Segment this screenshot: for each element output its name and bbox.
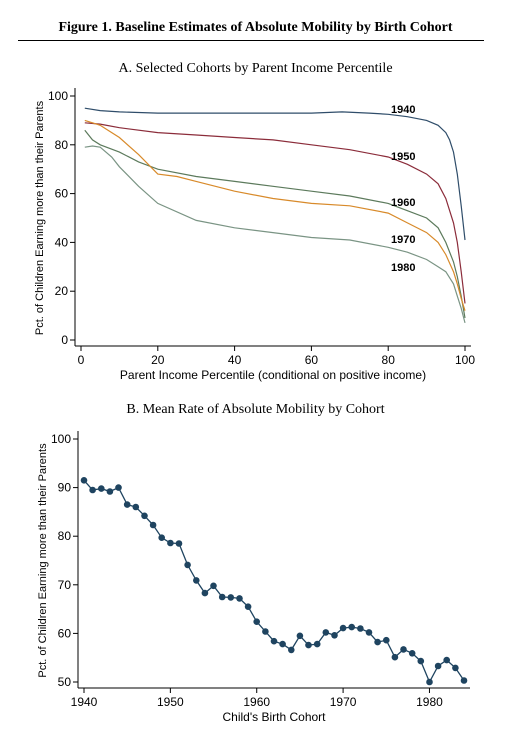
mobility-point xyxy=(443,656,451,664)
mobility-point xyxy=(313,640,321,648)
mobility-point xyxy=(80,477,88,484)
mobility-point xyxy=(175,540,183,547)
panel-a-x-axis-label: Parent Income Percentile (conditional on… xyxy=(120,368,426,382)
mobility-point xyxy=(132,503,140,511)
mobility-point xyxy=(98,485,105,492)
panel-b-x-tick-label: 1960 xyxy=(243,695,270,709)
mobility-point xyxy=(167,539,174,547)
mobility-point xyxy=(89,486,96,494)
mobility-point xyxy=(357,625,364,632)
mobility-point xyxy=(339,624,347,632)
series-line-1960 xyxy=(84,129,466,319)
mobility-point xyxy=(244,603,252,610)
series-line-1970 xyxy=(84,119,466,311)
panel-a-x-tick-label: 60 xyxy=(305,353,319,367)
series-label-1940: 1940 xyxy=(391,104,415,116)
mobility-point xyxy=(460,677,468,684)
mobility-point xyxy=(184,561,191,569)
mobility-point xyxy=(452,664,459,672)
panel-a-y-tick-label: 100 xyxy=(48,89,68,103)
panel-b-x-tick-label: 1950 xyxy=(157,695,184,709)
panel-b-y-tick-label: 80 xyxy=(58,529,72,543)
mobility-point xyxy=(149,521,157,529)
mobility-point xyxy=(262,628,269,635)
mobility-point xyxy=(141,512,148,520)
panel-b-title: B. Mean Rate of Absolute Mobility by Coh… xyxy=(126,402,385,417)
mobility-point xyxy=(193,577,200,584)
series-label-1970: 1970 xyxy=(391,234,415,246)
panel-b-y-axis-label: Pct. of Children Earning more than their… xyxy=(37,443,49,678)
panel-b-x-tick-label: 1940 xyxy=(71,695,98,709)
mobility-point xyxy=(227,594,235,601)
mobility-point xyxy=(365,629,373,636)
mobility-point xyxy=(434,662,442,670)
mobility-point xyxy=(210,582,217,590)
panel-b-x-tick-label: 1970 xyxy=(330,695,357,709)
mobility-point xyxy=(288,646,295,654)
mobility-line xyxy=(83,479,465,684)
mobility-point xyxy=(426,678,433,686)
panel-b-y-tick-label: 90 xyxy=(58,481,72,495)
panel-a-y-axis-label: Pct. of Children Earning more than their… xyxy=(34,100,46,335)
series-label-1980: 1980 xyxy=(391,262,415,274)
series-line-1940 xyxy=(84,107,466,241)
mobility-point xyxy=(158,534,165,541)
panel-a-x-tick-label: 20 xyxy=(151,353,165,367)
mobility-point xyxy=(236,595,243,602)
series-label-1960: 1960 xyxy=(391,197,415,209)
series-line-1980 xyxy=(84,145,466,324)
panel-a-title: A. Selected Cohorts by Parent Income Per… xyxy=(118,61,393,76)
panel-a-y-tick-label: 20 xyxy=(55,284,69,298)
mobility-point xyxy=(383,636,390,644)
panel-a-y-tick-label: 40 xyxy=(55,235,69,249)
mobility-point xyxy=(279,640,286,648)
panel-a-y-tick-label: 60 xyxy=(55,187,69,201)
panel-a-x-tick-label: 40 xyxy=(228,353,242,367)
mobility-point xyxy=(417,657,425,665)
mobility-point xyxy=(123,501,131,508)
panel-b-y-tick-label: 70 xyxy=(58,578,72,592)
mobility-point xyxy=(115,484,122,491)
panel-b-y-tick-label: 100 xyxy=(51,432,71,446)
panel-a-y-tick-label: 80 xyxy=(55,138,69,152)
series-label-1950: 1950 xyxy=(391,151,415,163)
panel-b-x-tick-label: 1980 xyxy=(416,695,443,709)
panel-a-x-tick-label: 80 xyxy=(382,353,396,367)
mobility-point xyxy=(400,646,407,653)
series-line-1950 xyxy=(84,122,466,304)
mobility-point xyxy=(391,653,399,661)
mobility-point xyxy=(106,488,114,495)
mobility-point xyxy=(374,638,381,646)
panel-a-y-tick-label: 0 xyxy=(61,333,68,347)
title-rule xyxy=(18,40,484,41)
mobility-point xyxy=(331,632,338,639)
mobility-point xyxy=(201,589,209,597)
mobility-point xyxy=(348,623,356,631)
panel-b-y-tick-label: 50 xyxy=(58,675,72,689)
mobility-point xyxy=(322,629,330,636)
mobility-point xyxy=(218,593,226,601)
figure-title: Figure 1. Baseline Estimates of Absolute… xyxy=(58,20,453,35)
panel-b-y-tick-label: 60 xyxy=(58,626,72,640)
mobility-point xyxy=(253,618,260,625)
mobility-point xyxy=(296,632,304,640)
panel-a-x-tick-label: 0 xyxy=(78,353,85,367)
mobility-point xyxy=(408,650,416,657)
mobility-point xyxy=(305,641,312,649)
mobility-point xyxy=(270,637,278,645)
panel-b-x-axis-label: Child's Birth Cohort xyxy=(223,710,327,724)
panel-a-x-tick-label: 100 xyxy=(455,353,475,367)
